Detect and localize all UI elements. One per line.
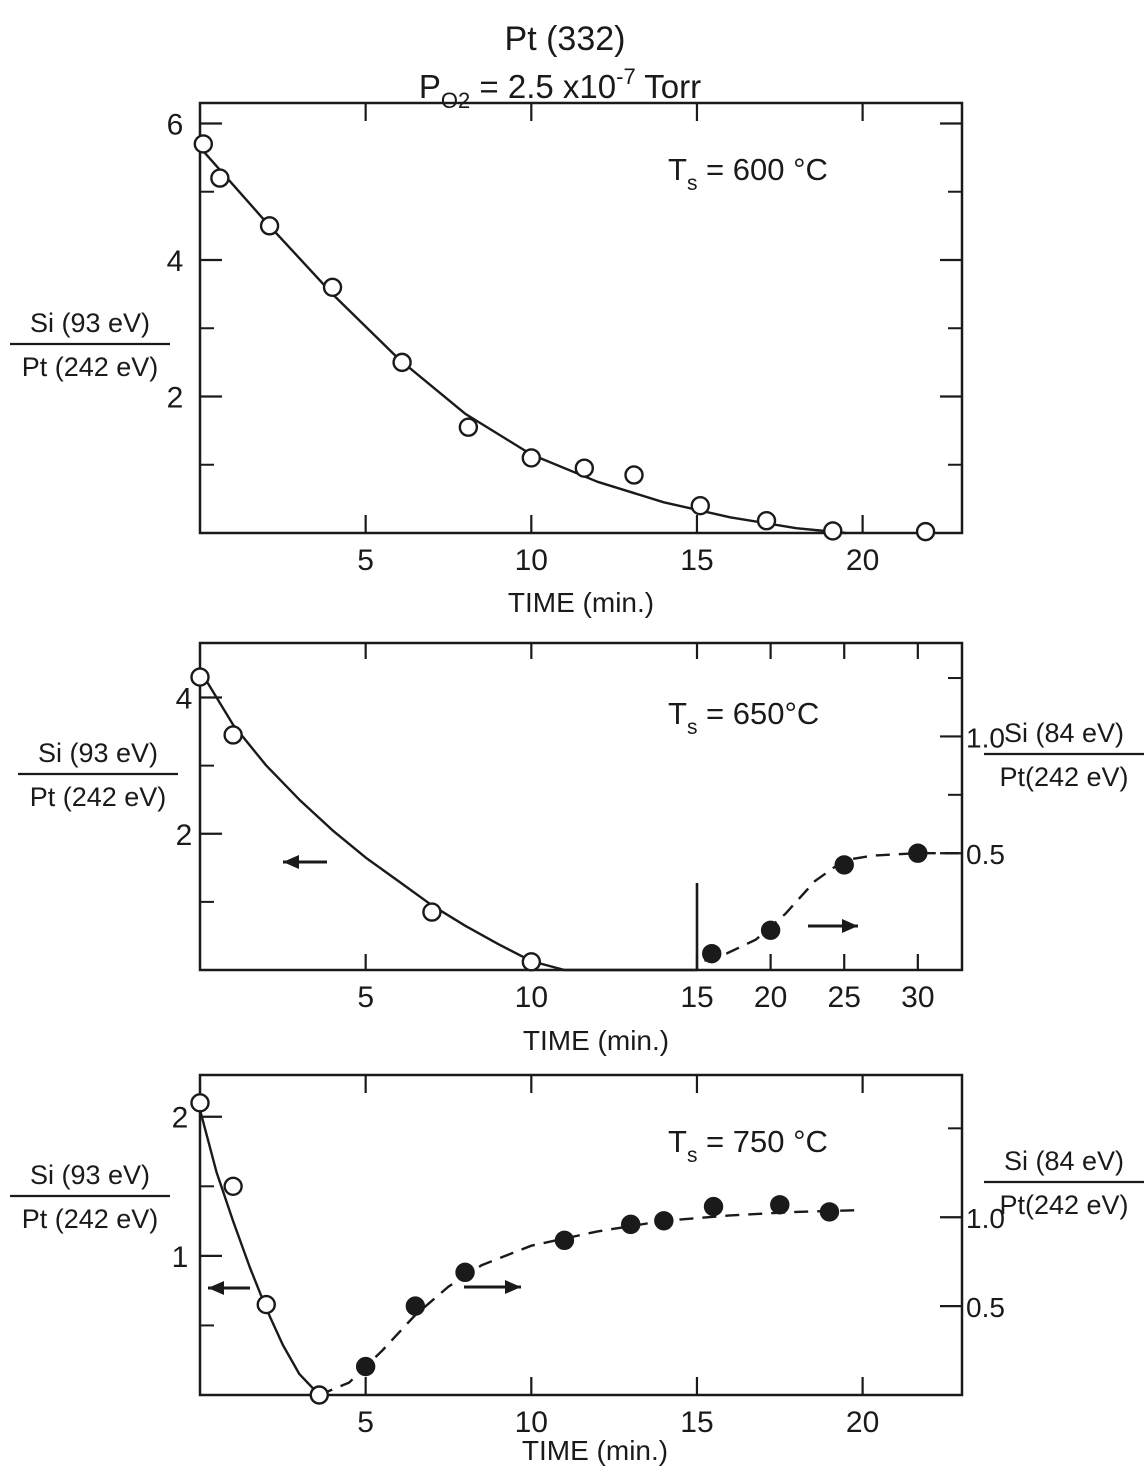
data-point-open xyxy=(193,134,214,154)
x-tick-label: 20 xyxy=(846,1406,879,1439)
temperature-label: Ts = 650°C xyxy=(668,696,819,739)
data-point-filled xyxy=(620,1214,641,1235)
plot-frame xyxy=(198,101,964,535)
y2-tick-label: 1.0 xyxy=(966,722,1005,753)
data-point-open xyxy=(256,1294,276,1315)
data-point-filled xyxy=(770,1195,790,1215)
data-point-filled xyxy=(834,855,854,875)
data-point-open xyxy=(322,277,343,297)
arrow-right-axis-head xyxy=(505,1280,521,1294)
data-point-open xyxy=(223,725,243,745)
temperature-label: Ts = 600 °C xyxy=(668,152,828,195)
y-tick-label: 4 xyxy=(176,683,193,716)
y-axis-label-numerator: Si (93 eV) xyxy=(30,308,150,338)
x-tick-label: 25 xyxy=(828,981,861,1014)
data-point-filled xyxy=(405,1296,426,1316)
subtitle-sup: -7 xyxy=(616,64,636,89)
fit-curve-left xyxy=(198,669,697,972)
data-point-open xyxy=(210,168,230,188)
y2-axis-label-numerator: Si (84 eV) xyxy=(1004,718,1124,748)
data-point-filled xyxy=(908,843,928,863)
data-point-open xyxy=(422,902,442,922)
plot-frame xyxy=(198,641,964,972)
subtitle-p: P xyxy=(419,68,441,105)
y-axis-label-numerator: Si (93 eV) xyxy=(30,1160,150,1190)
plot-frame xyxy=(198,1073,964,1397)
data-point-open xyxy=(574,458,595,478)
y2-tick-label: 1.0 xyxy=(966,1203,1005,1234)
y-tick-label: 2 xyxy=(176,819,193,852)
y-tick-label: 1 xyxy=(172,1241,189,1274)
data-point-open xyxy=(223,1176,243,1197)
x-tick-label: 10 xyxy=(515,1406,548,1439)
y-tick-label: 6 xyxy=(167,108,184,141)
data-point-open xyxy=(521,952,542,972)
y-axis-label-denominator: Pt (242 eV) xyxy=(22,1204,159,1234)
data-point-filled xyxy=(654,1211,674,1231)
fit-curve-right xyxy=(704,852,962,962)
data-point-open xyxy=(392,352,412,373)
data-point-open xyxy=(190,1093,210,1113)
arrow-right-axis-head xyxy=(842,919,858,933)
y2-axis-label-numerator: Si (84 eV) xyxy=(1004,1146,1124,1176)
x-axis-label: TIME (min.) xyxy=(508,587,654,618)
data-point-filled xyxy=(760,920,781,940)
x-axis-label: TIME (min.) xyxy=(523,1025,669,1056)
panel-top: 5 10 15 20 2 4 6 TIME (min.) Si (93 eV) Pt (242 e… xyxy=(10,101,964,618)
fit-curve xyxy=(199,146,847,535)
y-axis-label-denominator: Pt (242 eV) xyxy=(22,352,159,382)
data-point-open xyxy=(756,511,777,531)
data-point-open xyxy=(690,495,710,516)
x-tick-label: 5 xyxy=(357,544,374,577)
data-point-filled xyxy=(554,1230,575,1251)
fit-curve-right xyxy=(318,1208,863,1397)
y2-axis-label-denominator: Pt(242 eV) xyxy=(999,1190,1128,1220)
figure-title: Pt (332) xyxy=(505,20,626,58)
y2-axis-label-denominator: Pt(242 eV) xyxy=(999,762,1128,792)
subtitle-rest: = 2.5 x10 xyxy=(470,68,616,105)
data-point-filled xyxy=(702,943,722,964)
data-point-open xyxy=(915,521,936,542)
data-point-open xyxy=(190,667,210,687)
x-tick-label: 15 xyxy=(680,1406,713,1439)
subtitle-p-sub: O2 xyxy=(441,88,470,113)
x-tick-label: 30 xyxy=(901,981,934,1014)
arrow-left-axis-head xyxy=(208,1281,224,1295)
data-point-filled xyxy=(703,1196,724,1217)
panel-middle: 5 10 15 20 25 30 2 4 0.5 1.0 TIME (min.) Si (93 eV)… xyxy=(18,641,1144,1056)
y-tick-label: 2 xyxy=(167,381,184,414)
data-point-open xyxy=(458,417,479,437)
x-tick-label: 20 xyxy=(846,544,879,577)
x-axis-label: TIME (min.) xyxy=(522,1435,668,1466)
data-point-open xyxy=(309,1385,329,1405)
subtitle-unit: Torr xyxy=(636,68,701,105)
figure-subtitle: PO2 = 2.5 x10-7 Torr xyxy=(419,64,701,113)
x-tick-label: 5 xyxy=(357,1406,374,1439)
x-tick-label: 10 xyxy=(515,544,548,577)
y-axis-label-numerator: Si (93 eV) xyxy=(38,738,158,768)
y2-tick-label: 0.5 xyxy=(966,839,1005,870)
x-tick-label: 10 xyxy=(515,981,548,1014)
data-point-open xyxy=(521,448,542,468)
y-tick-label: 4 xyxy=(167,245,184,278)
arrow-left-axis-head xyxy=(283,855,299,869)
x-tick-label: 15 xyxy=(680,981,713,1014)
x-tick-label: 15 xyxy=(680,544,713,577)
x-tick-label: 20 xyxy=(754,981,787,1014)
panel-bottom: 5 10 15 20 1 2 0.5 1.0 TIME (min.) Si (93 eV) Pt (… xyxy=(10,1073,1144,1466)
data-point-filled xyxy=(819,1202,840,1222)
data-point-filled xyxy=(455,1262,475,1283)
data-point-open xyxy=(259,216,280,236)
x-tick-label: 5 xyxy=(357,981,374,1014)
y-axis-label-denominator: Pt (242 eV) xyxy=(30,782,167,812)
fit-curve-left xyxy=(198,1109,321,1396)
data-point-open xyxy=(624,465,644,485)
data-point-open xyxy=(823,521,843,541)
temperature-label: Ts = 750 °C xyxy=(668,1124,828,1167)
data-point-filled xyxy=(355,1356,376,1377)
y2-tick-label: 0.5 xyxy=(966,1292,1005,1323)
y-tick-label: 2 xyxy=(172,1102,189,1135)
